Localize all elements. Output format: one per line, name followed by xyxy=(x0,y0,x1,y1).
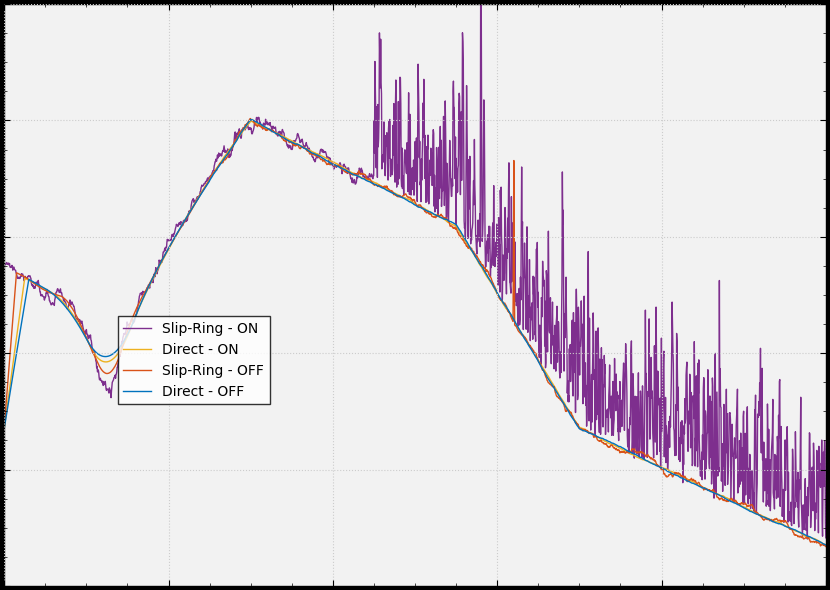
Line: Slip-Ring - ON: Slip-Ring - ON xyxy=(4,0,826,539)
Direct - OFF xyxy=(0,425,9,432)
Line: Slip-Ring - OFF: Slip-Ring - OFF xyxy=(4,119,826,546)
Line: Direct - ON: Direct - ON xyxy=(4,121,826,545)
Line: Direct - OFF: Direct - OFF xyxy=(4,119,826,545)
Direct - ON xyxy=(0,425,9,432)
Slip-Ring - ON xyxy=(797,522,807,529)
Direct - OFF xyxy=(821,542,830,549)
Direct - ON xyxy=(378,183,388,190)
Slip-Ring - OFF xyxy=(797,534,807,541)
Slip-Ring - ON xyxy=(647,395,657,402)
Slip-Ring - OFF xyxy=(647,454,657,461)
Legend: Slip-Ring - ON, Direct - ON, Slip-Ring - OFF, Direct - OFF: Slip-Ring - ON, Direct - ON, Slip-Ring -… xyxy=(118,316,270,404)
Slip-Ring - ON xyxy=(821,535,830,542)
Slip-Ring - OFF xyxy=(399,192,409,199)
Direct - OFF xyxy=(798,530,808,537)
Direct - ON xyxy=(399,194,409,201)
Direct - ON xyxy=(647,460,657,467)
Slip-Ring - ON xyxy=(377,165,387,172)
Slip-Ring - OFF xyxy=(0,425,9,432)
Slip-Ring - ON xyxy=(803,535,813,542)
Slip-Ring - OFF xyxy=(378,183,388,191)
Direct - ON xyxy=(821,542,830,549)
Direct - ON xyxy=(797,530,807,537)
Slip-Ring - ON xyxy=(0,263,9,270)
Slip-Ring - ON xyxy=(398,191,408,198)
Direct - ON xyxy=(246,117,256,124)
Slip-Ring - OFF xyxy=(798,533,808,540)
Slip-Ring - ON xyxy=(798,534,808,541)
Direct - ON xyxy=(798,531,808,538)
Slip-Ring - OFF xyxy=(42,287,51,294)
Slip-Ring - OFF xyxy=(246,115,256,122)
Slip-Ring - ON xyxy=(42,289,51,296)
Direct - OFF xyxy=(647,460,657,467)
Direct - OFF xyxy=(399,195,409,202)
Slip-Ring - OFF xyxy=(821,543,830,550)
Direct - OFF xyxy=(378,185,388,192)
Direct - OFF xyxy=(797,530,807,537)
Direct - ON xyxy=(42,286,51,293)
Direct - OFF xyxy=(42,286,51,293)
Direct - OFF xyxy=(246,116,256,123)
